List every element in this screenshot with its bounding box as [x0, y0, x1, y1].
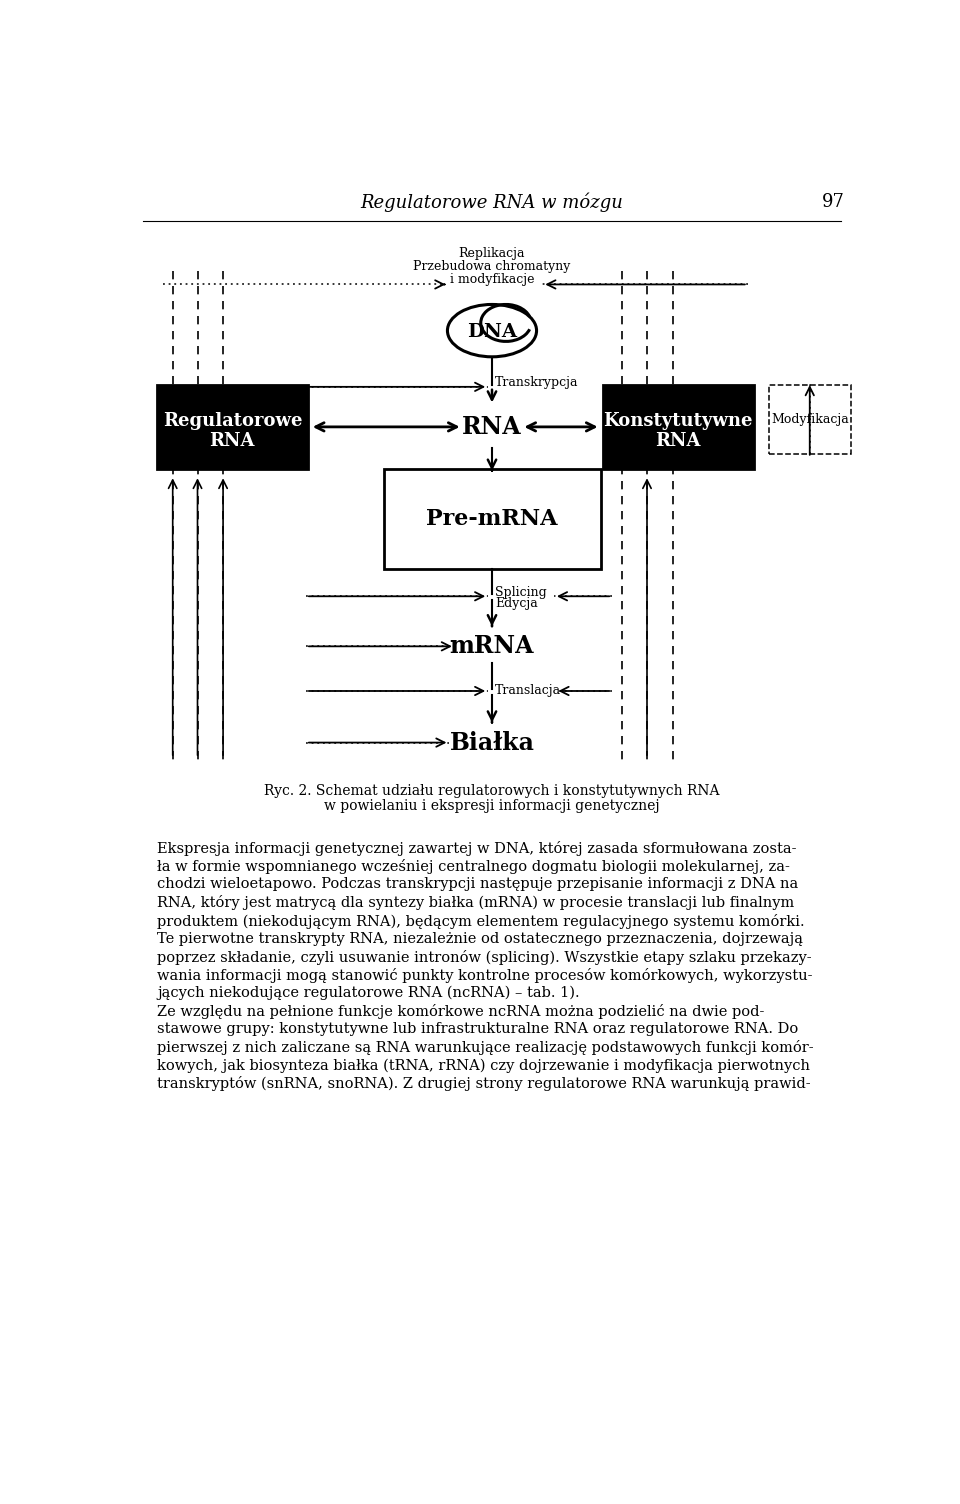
Text: Ekspresja informacji genetycznej zawartej w DNA, której zasada sformułowana zost: Ekspresja informacji genetycznej zawarte… [157, 841, 797, 856]
Text: Konstytutywne: Konstytutywne [603, 412, 753, 430]
Text: Translacja: Translacja [495, 684, 562, 698]
Text: Edycja: Edycja [495, 597, 538, 611]
Text: RNA: RNA [209, 432, 255, 450]
Text: i modyfikacje: i modyfikacje [449, 272, 535, 286]
Text: mRNA: mRNA [449, 635, 535, 659]
Text: Regulatorowe RNA w mózgu: Regulatorowe RNA w mózgu [361, 193, 623, 212]
FancyBboxPatch shape [603, 385, 754, 469]
FancyBboxPatch shape [383, 469, 601, 570]
Text: w powielaniu i ekspresji informacji genetycznej: w powielaniu i ekspresji informacji gene… [324, 799, 660, 812]
Text: wania informacji mogą stanowić punkty kontrolne procesów komórkowych, wykorzystu: wania informacji mogą stanowić punkty ko… [157, 967, 813, 982]
Text: Pre-mRNA: Pre-mRNA [426, 508, 558, 531]
Text: 97: 97 [822, 193, 845, 211]
Text: Ryc. 2. Schemat udziału regulatorowych i konstytutywnych RNA: Ryc. 2. Schemat udziału regulatorowych i… [264, 784, 720, 799]
Text: kowych, jak biosynteza białka (tRNA, rRNA) czy dojrzewanie i modyfikacja pierwot: kowych, jak biosynteza białka (tRNA, rRN… [157, 1059, 810, 1072]
Text: DNA: DNA [467, 323, 517, 341]
Text: pierwszej z nich zaliczane są RNA warunkujące realizację podstawowych funkcji ko: pierwszej z nich zaliczane są RNA warunk… [157, 1041, 814, 1056]
Text: stawowe grupy: konstytutywne lub infrastrukturalne RNA oraz regulatorowe RNA. Do: stawowe grupy: konstytutywne lub infrast… [157, 1023, 799, 1036]
FancyBboxPatch shape [157, 385, 308, 469]
Text: poprzez składanie, czyli usuwanie intronów (splicing). Wszystkie etapy szlaku pr: poprzez składanie, czyli usuwanie intron… [157, 949, 812, 964]
Text: jących niekodujące regulatorowe RNA (ncRNA) – tab. 1).: jących niekodujące regulatorowe RNA (ncR… [157, 987, 580, 1000]
Text: chodzi wieloetapowo. Podczas transkrypcji następuje przepisanie informacji z DNA: chodzi wieloetapowo. Podczas transkrypcj… [157, 877, 799, 892]
Text: RNA, który jest matrycą dla syntezy białka (mRNA) w procesie translacji lub fina: RNA, który jest matrycą dla syntezy biał… [157, 895, 795, 910]
Text: Modyfikacja: Modyfikacja [771, 412, 849, 426]
Text: Regulatorowe: Regulatorowe [162, 412, 302, 430]
Text: RNA: RNA [462, 415, 522, 439]
Text: Białka: Białka [449, 731, 535, 755]
Text: Te pierwotne transkrypty RNA, niezależnie od ostatecznego przeznaczenia, dojrzew: Te pierwotne transkrypty RNA, niezależni… [157, 931, 804, 946]
Text: Splicing: Splicing [495, 587, 547, 599]
Text: Przebudowa chromatyny: Przebudowa chromatyny [414, 260, 570, 274]
Text: Ze względu na pełnione funkcje komórkowe ncRNA można podzielić na dwie pod-: Ze względu na pełnione funkcje komórkowe… [157, 1005, 764, 1020]
Text: ła w formie wspomnianego wcześniej centralnego dogmatu biologii molekularnej, za: ła w formie wspomnianego wcześniej centr… [157, 859, 790, 874]
Text: transkryptów (snRNA, snoRNA). Z drugiej strony regulatorowe RNA warunkują prawid: transkryptów (snRNA, snoRNA). Z drugiej … [157, 1077, 811, 1092]
Text: produktem (niekodującym RNA), będącym elementem regulacyjnego systemu komórki.: produktem (niekodującym RNA), będącym el… [157, 913, 804, 928]
Text: Transkrypcja: Transkrypcja [495, 376, 579, 390]
Text: Replikacja: Replikacja [459, 247, 525, 260]
Text: RNA: RNA [656, 432, 701, 450]
